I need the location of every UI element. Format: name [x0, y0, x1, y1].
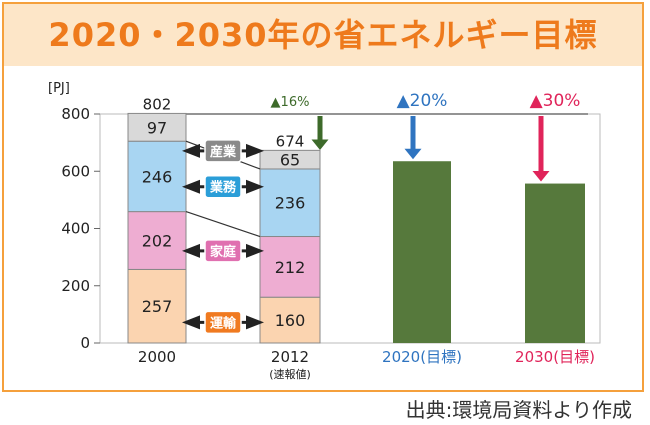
- legend-badge-transport-arrow-left: [182, 315, 200, 330]
- legend-badge-business-text: 業務: [209, 180, 237, 196]
- y-tick-label: 600: [61, 162, 90, 180]
- legend-badge-transport-text: 運輸: [210, 315, 237, 331]
- legend-badge-business-arrow-left: [182, 179, 200, 194]
- legend-badge-transport-arrow-right: [246, 315, 264, 330]
- reduction-label-2012: ▲16%: [271, 95, 310, 110]
- y-tick-label: 400: [61, 220, 90, 238]
- segment-value-label: 160: [275, 311, 306, 330]
- target-reduction-label: ▲30%: [530, 91, 581, 111]
- segment-value-label: 97: [147, 118, 167, 137]
- legend-badge-household-box: [204, 239, 242, 263]
- source-note: 出典:環境局資料より作成: [405, 398, 632, 422]
- legend-badge-household-arrow-left: [182, 243, 200, 258]
- y-tick-label: 200: [61, 277, 90, 295]
- legend-badge-industry-text: 産業: [210, 144, 237, 160]
- industry-segment-2012: [259, 149, 321, 170]
- industry-segment-2000: [127, 112, 187, 142]
- connector-household: [185, 211, 261, 238]
- segment-value-label: 246: [142, 167, 173, 186]
- segment-value-label: 65: [280, 151, 300, 170]
- transport-segment-2012: [259, 296, 321, 344]
- segment-value-label: 236: [275, 194, 306, 213]
- legend-badge-industry-arrow-right: [246, 143, 264, 158]
- y-unit-label: [PJ]: [48, 81, 70, 96]
- target-bar-1: [525, 183, 585, 343]
- target-arrow-1-head: [532, 171, 550, 182]
- x-category-sublabel: (速報値): [269, 368, 311, 381]
- arrow-2012-head: [311, 139, 329, 150]
- legend-badge-household-text: 家庭: [210, 244, 237, 260]
- bar-total-label: 802: [143, 95, 172, 113]
- x-category-label: 2012: [271, 348, 309, 366]
- legend-badge-industry-box: [204, 139, 242, 163]
- target-reduction-label: ▲20%: [397, 91, 448, 111]
- title-band: [4, 4, 642, 66]
- segment-value-label: 257: [142, 297, 173, 316]
- y-tick-label: 0: [80, 334, 90, 352]
- segment-value-label: 202: [142, 232, 173, 251]
- legend-badge-industry-arrow-left: [182, 143, 200, 158]
- segment-value-label: 212: [275, 258, 306, 277]
- legend-badge-transport-box: [204, 310, 242, 335]
- chart-title: 2020・2030年の省エネルギー目標: [48, 16, 598, 54]
- legend-badge-business-arrow-right: [246, 179, 264, 194]
- y-tick-label: 800: [61, 105, 90, 123]
- legend-badge-household-arrow-right: [246, 243, 264, 258]
- target-category-label: 2020(目標): [382, 348, 462, 366]
- target-category-label: 2030(目標): [515, 348, 595, 366]
- legend-badge-business-box: [204, 174, 242, 199]
- x-category-label: 2000: [138, 348, 176, 366]
- household-segment-2012: [259, 236, 321, 298]
- business-segment-2000: [127, 140, 187, 213]
- target-bar-0: [393, 161, 451, 343]
- bar-total-label: 674: [276, 132, 305, 150]
- target-arrow-0-head: [404, 148, 422, 160]
